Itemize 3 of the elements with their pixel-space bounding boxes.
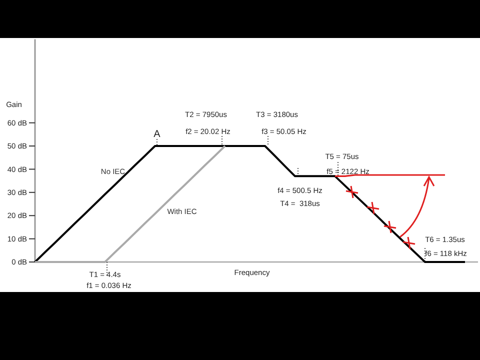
line-series	[34, 145, 226, 263]
annotation: A	[154, 129, 161, 140]
line-series	[34, 145, 466, 263]
